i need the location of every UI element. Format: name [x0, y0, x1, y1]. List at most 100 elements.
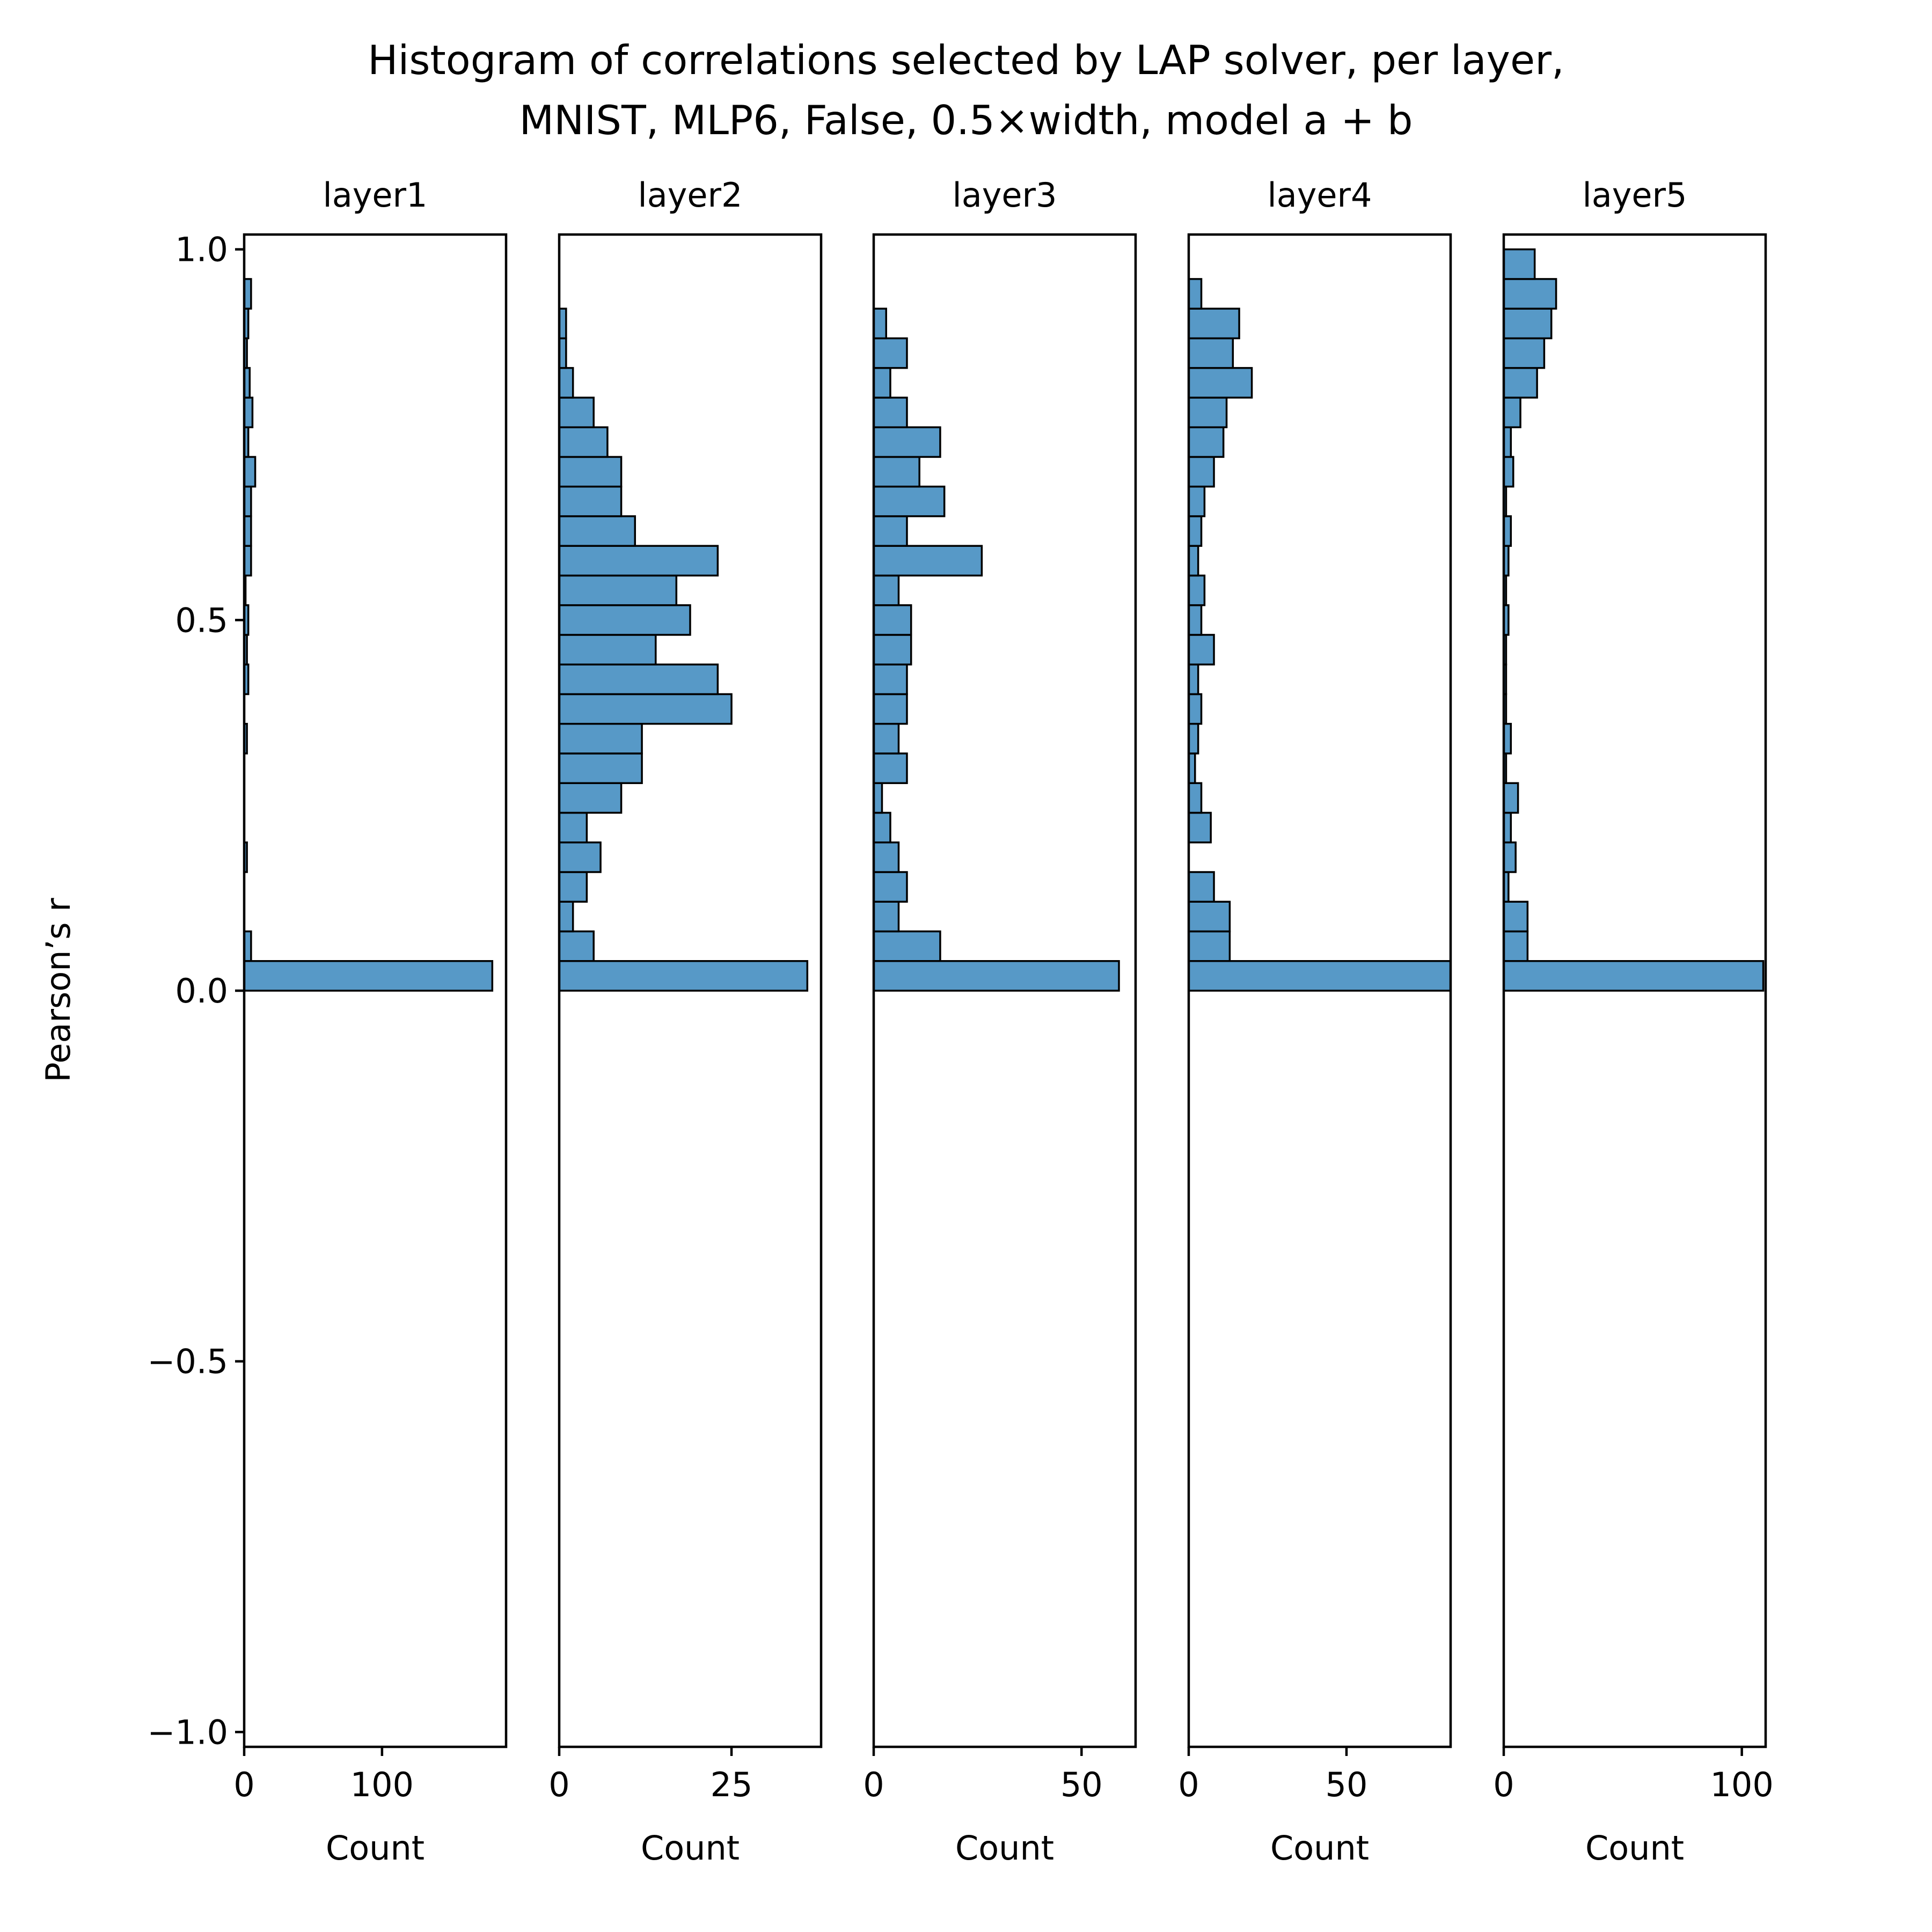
histogram-bar-layer5-bin-17 [1503, 456, 1514, 488]
histogram-bar-layer2-bin-18 [558, 426, 609, 458]
histogram-bar-layer2-bin-6 [558, 782, 623, 814]
x-tick-label-layer5-1: 100 [1710, 1765, 1773, 1804]
histogram-bar-layer2-bin-2 [558, 901, 574, 933]
histogram-bar-layer3-bin-6 [873, 782, 883, 814]
chart-subtitle: MNIST, MLP6, False, 0.5×width, model a +… [519, 97, 1413, 144]
histogram-bar-layer4-bin-3 [1188, 871, 1215, 903]
histogram-bar-layer2-bin-11 [558, 634, 657, 665]
y-tick-label-2: 0.0 [175, 971, 228, 1011]
histogram-bar-layer3-bin-21 [873, 337, 908, 369]
histogram-bar-layer5-bin-23 [1503, 278, 1557, 310]
histogram-bar-layer4-bin-5 [1188, 811, 1212, 844]
histogram-bar-layer3-bin-12 [873, 604, 912, 636]
histogram-bar-layer5-bin-6 [1503, 782, 1519, 814]
x-tick-label-layer2-1: 25 [711, 1765, 753, 1804]
histogram-bar-layer2-bin-17 [558, 456, 623, 488]
histogram-bar-layer3-bin-18 [873, 426, 941, 458]
histogram-bar-layer2-bin-13 [558, 574, 678, 606]
histogram-bar-layer5-bin-2 [1503, 901, 1529, 933]
histogram-bar-layer1-bin-0 [243, 960, 494, 992]
histogram-bar-layer2-bin-9 [558, 693, 733, 725]
histogram-bar-layer4-bin-9 [1188, 693, 1203, 725]
histogram-bar-layer2-bin-14 [558, 545, 719, 577]
chart-title: Histogram of correlations selected by LA… [368, 36, 1564, 84]
histogram-bar-layer2-bin-3 [558, 871, 588, 903]
histogram-bar-layer4-bin-18 [1188, 426, 1225, 458]
panel-title-layer1: layer1 [323, 175, 428, 215]
histogram-bar-layer4-bin-23 [1188, 278, 1203, 310]
histogram-bar-layer4-bin-6 [1188, 782, 1203, 814]
histogram-bar-layer4-bin-1 [1188, 930, 1231, 962]
histogram-bar-layer5-bin-19 [1503, 397, 1521, 428]
histogram-bar-layer3-bin-7 [873, 752, 908, 784]
histogram-bar-layer3-bin-2 [873, 901, 900, 933]
histogram-bar-layer2-bin-20 [558, 367, 574, 399]
histogram-bar-layer3-bin-8 [873, 722, 900, 755]
x-axis-label-layer5: Count [1585, 1828, 1684, 1868]
axes-frame-layer4 [1187, 233, 1452, 1748]
histogram-bar-layer3-bin-1 [873, 930, 941, 962]
x-axis-label-layer2: Count [641, 1828, 740, 1868]
histogram-bar-layer2-bin-8 [558, 722, 643, 755]
histogram-bar-layer3-bin-4 [873, 841, 900, 873]
x-tick-label-layer2-0: 0 [548, 1765, 569, 1804]
histogram-bar-layer3-bin-22 [873, 308, 887, 340]
histogram-bar-layer3-bin-15 [873, 515, 908, 547]
histogram-bar-layer3-bin-10 [873, 663, 908, 696]
x-tick-label-layer4-0: 0 [1178, 1765, 1199, 1804]
histogram-bar-layer3-bin-13 [873, 574, 900, 606]
histogram-bar-layer5-bin-4 [1503, 841, 1517, 873]
histogram-bar-layer4-bin-21 [1188, 337, 1234, 369]
panel-title-layer4: layer4 [1268, 175, 1372, 215]
histogram-bar-layer4-bin-22 [1188, 308, 1240, 340]
histogram-bar-layer2-bin-7 [558, 752, 643, 784]
histogram-bar-layer1-bin-17 [243, 456, 257, 488]
panels-group: layer1 0 100 Count 1.0 0.5 0.0 −0.5 −1.0 layer2 0 2… [147, 175, 1773, 1868]
histogram-bar-layer4-bin-2 [1188, 901, 1231, 933]
x-axis-label-layer1: Count [326, 1828, 425, 1868]
axes-frame-layer2 [558, 233, 823, 1748]
histogram-bar-layer3-bin-0 [873, 960, 1120, 992]
axes-frame-layer3 [872, 233, 1137, 1748]
histogram-bar-layer3-bin-16 [873, 485, 946, 517]
x-tick-label-layer4-1: 50 [1326, 1765, 1368, 1804]
histogram-bar-layer3-bin-9 [873, 693, 908, 725]
histogram-bar-layer5-bin-21 [1503, 337, 1546, 369]
histogram-bar-layer2-bin-15 [558, 515, 636, 547]
histogram-bar-layer1-bin-19 [243, 397, 254, 428]
histogram-bar-layer4-bin-14 [1188, 545, 1199, 577]
histogram-bar-layer3-bin-3 [873, 871, 908, 903]
x-axis-label-layer3: Count [955, 1828, 1054, 1868]
y-tick-label-0: 1.0 [175, 230, 228, 269]
histogram-bar-layer2-bin-0 [558, 960, 809, 992]
histogram-bar-layer3-bin-20 [873, 367, 891, 399]
histogram-bar-layer4-bin-11 [1188, 634, 1215, 665]
histogram-bar-layer2-bin-10 [558, 663, 719, 696]
x-tick-label-layer3-1: 50 [1060, 1765, 1103, 1804]
histogram-bar-layer3-bin-5 [873, 811, 891, 844]
histogram-bar-layer2-bin-12 [558, 604, 691, 636]
histogram-bar-layer4-bin-0 [1188, 960, 1452, 992]
y-tick-label-3: −0.5 [147, 1342, 228, 1381]
y-tick-label-1: 0.5 [175, 601, 228, 640]
histogram-bar-layer2-bin-1 [558, 930, 595, 962]
histogram-bar-layer2-bin-5 [558, 811, 588, 844]
histogram-bar-layer4-bin-19 [1188, 397, 1228, 428]
histogram-bar-layer5-bin-20 [1503, 367, 1538, 399]
histogram-bar-layer5-bin-24 [1503, 248, 1536, 280]
histogram-bar-layer5-bin-22 [1503, 308, 1553, 340]
histogram-bar-layer5-bin-1 [1503, 930, 1529, 962]
histogram-bar-layer4-bin-8 [1188, 722, 1199, 755]
x-axis-label-layer4: Count [1270, 1828, 1369, 1868]
histogram-bar-layer4-bin-12 [1188, 604, 1203, 636]
histogram-bar-layer4-bin-15 [1188, 515, 1203, 547]
axes-frame-layer5 [1502, 233, 1767, 1748]
panel-title-layer3: layer3 [953, 175, 1057, 215]
histogram-bar-layer4-bin-16 [1188, 485, 1206, 517]
histogram-bar-layer3-bin-11 [873, 634, 912, 665]
histogram-bar-layer4-bin-13 [1188, 574, 1206, 606]
histogram-bar-layer3-bin-19 [873, 397, 908, 428]
histogram-bar-layer3-bin-17 [873, 456, 920, 488]
histogram-bar-layer2-bin-16 [558, 485, 623, 517]
